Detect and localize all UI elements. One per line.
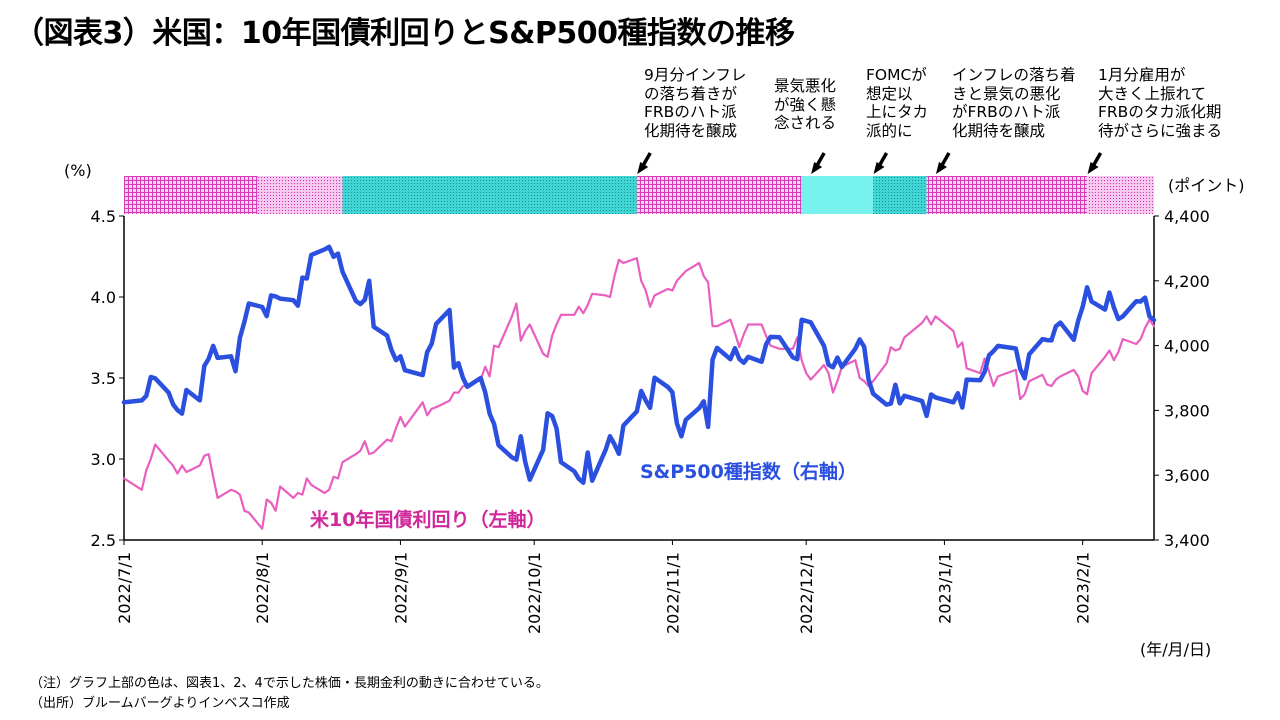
annotation-line: きと景気の悪化 xyxy=(952,84,1061,103)
annotation-sept-inflation: 9月分インフレ の落ち着きが FRBのハト派 化期待を醸成 xyxy=(644,66,746,140)
bands-layer xyxy=(124,176,1154,214)
band-magenta-grid xyxy=(124,176,258,214)
annotation-line: インフレの落ち着 xyxy=(952,66,1076,84)
annotation-line: 念される xyxy=(774,114,837,132)
x-tick-label: 2022/8/1 xyxy=(253,552,272,624)
x-tick-label: 2022/7/1 xyxy=(115,552,134,624)
lines-layer xyxy=(121,244,1157,530)
axes-layer: 2.5 3.0 3.5 4.0 4.5 3,400 3,600 3,800 4,000 4,200… xyxy=(91,207,1210,634)
right-axis-unit: (ポイント) xyxy=(1168,176,1245,195)
annotation-line: が強く懸 xyxy=(774,95,837,114)
right-tick-label: 4,200 xyxy=(1164,272,1210,291)
annotation-jan-jobs: 1月分雇用が 大きく上振れて FRBのタカ派化期 待がさらに強まる xyxy=(1098,66,1222,140)
annotation-line: 待がさらに強まる xyxy=(1098,121,1223,140)
right-tick-label: 3,600 xyxy=(1164,466,1210,485)
left-tick-label: 3.5 xyxy=(91,369,116,388)
annotation-line: 派的に xyxy=(866,121,913,140)
left-tick-label: 2.5 xyxy=(91,531,116,550)
right-tick-label: 4,400 xyxy=(1164,207,1210,226)
x-tick-label: 2022/10/1 xyxy=(525,552,544,634)
annotation-line: の落ち着きが xyxy=(644,84,738,103)
band-cyan-dots xyxy=(873,176,927,214)
x-tick-label: 2022/9/1 xyxy=(391,552,410,624)
spx-series-label: S&P500種指数（右軸） xyxy=(640,460,857,483)
x-axis-unit: (年/月/日) xyxy=(1140,640,1212,659)
band-cyan-dots xyxy=(342,176,637,214)
annotation-line: 9月分インフレ xyxy=(644,66,747,84)
labels-layer: 米10年国債利回り（左軸） S&P500種指数（右軸） xyxy=(310,460,857,531)
right-tick-label: 3,400 xyxy=(1164,531,1210,550)
spx-line xyxy=(121,244,1157,485)
right-tick-label: 3,800 xyxy=(1164,401,1210,420)
annotation-arrow-head xyxy=(811,162,823,174)
annotation-fomc-hawkish: FOMCが 想定以 上にタカ 派的に xyxy=(866,66,928,140)
annotation-recession-fear: 景気悪化 が強く懸 念される xyxy=(774,77,836,133)
annotation-arrow-head xyxy=(935,162,947,174)
annotation-line: FRBのタカ派化期 xyxy=(1098,103,1222,121)
band-magenta-dots xyxy=(1087,176,1154,214)
footnote-source: （出所）ブルームバーグよりインベスコ作成 xyxy=(30,696,290,711)
annotation-arrow-head xyxy=(873,162,885,174)
annotation-line: 上にタカ xyxy=(866,103,929,121)
band-magenta-grid xyxy=(636,176,802,214)
annotation-line: 大きく上振れて xyxy=(1098,84,1207,103)
footnote-note: （注）グラフ上部の色は、図表1、2、4で示した株価・長期金利の動きに合わせている… xyxy=(30,676,549,691)
annotation-line: FOMCが xyxy=(866,66,927,84)
band-magenta-dots xyxy=(257,176,343,214)
annotation-arrow-head xyxy=(637,162,649,174)
annotation-line: 化期待を醸成 xyxy=(644,121,738,140)
annotation-line: 化期待を醸成 xyxy=(952,121,1046,140)
left-axis-unit: (%) xyxy=(64,161,92,180)
page-title: （図表3）米国：10年国債利回りとS&P500種指数の推移 xyxy=(14,16,795,51)
right-tick-label: 4,000 xyxy=(1164,337,1210,356)
annotation-line: FRBのハト派 xyxy=(644,103,737,121)
annotation-line: 1月分雇用が xyxy=(1098,66,1186,84)
left-tick-label: 3.0 xyxy=(91,450,116,469)
left-tick-label: 4.0 xyxy=(91,288,116,307)
arrows-layer xyxy=(637,152,1103,174)
x-tick-label: 2023/2/1 xyxy=(1074,552,1093,624)
annotation-arrow-head xyxy=(1087,162,1099,174)
band-magenta-grid xyxy=(926,176,1088,214)
annotation-line: 想定以 xyxy=(866,84,913,103)
annotation-line: 景気悪化 xyxy=(774,77,837,95)
x-tick-label: 2022/12/1 xyxy=(797,552,816,634)
band-cyan-solid xyxy=(801,176,874,214)
x-tick-label: 2022/11/1 xyxy=(663,552,682,634)
left-tick-label: 4.5 xyxy=(91,207,116,226)
annotation-line: がFRBのハト派 xyxy=(952,103,1061,121)
yield-series-label: 米10年国債利回り（左軸） xyxy=(310,508,545,531)
x-tick-label: 2023/1/1 xyxy=(935,552,954,624)
annotation-inflation-economy: インフレの落ち着 きと景気の悪化 がFRBのハト派 化期待を醸成 xyxy=(952,66,1076,140)
